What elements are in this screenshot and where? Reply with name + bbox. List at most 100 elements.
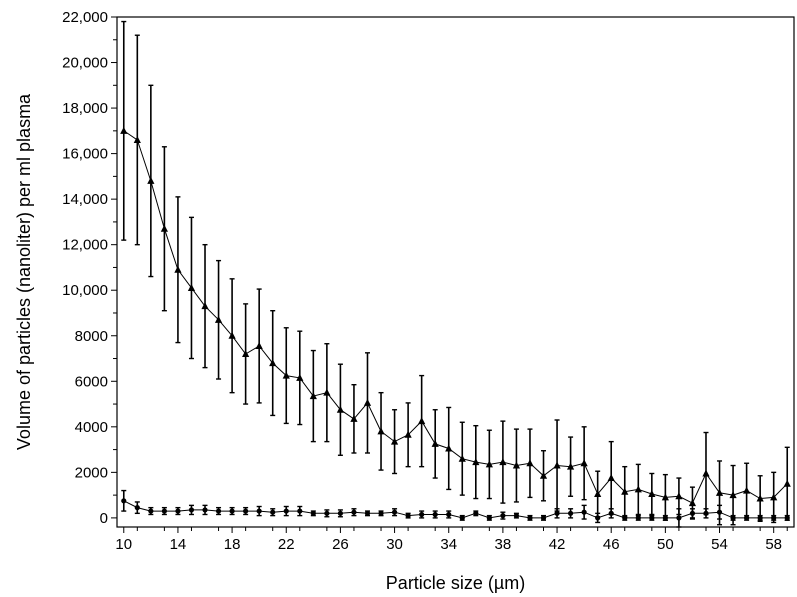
data-point bbox=[702, 469, 710, 477]
data-point bbox=[661, 493, 669, 501]
x-tick-label: 18 bbox=[224, 536, 241, 553]
data-point bbox=[418, 417, 426, 425]
data-point bbox=[512, 461, 521, 469]
data-point bbox=[405, 513, 411, 519]
data-point bbox=[526, 459, 534, 467]
x-tick-label: 54 bbox=[711, 536, 728, 553]
y-tick-label: 16,000 bbox=[62, 146, 108, 163]
data-point bbox=[309, 392, 317, 400]
data-point bbox=[336, 405, 345, 413]
data-point bbox=[553, 461, 561, 469]
data-point bbox=[391, 509, 398, 515]
data-point bbox=[688, 499, 697, 507]
data-point bbox=[784, 515, 790, 521]
data-point bbox=[296, 373, 304, 381]
x-tick-label: 10 bbox=[115, 536, 132, 553]
data-point bbox=[527, 515, 533, 521]
data-point bbox=[148, 508, 154, 514]
data-point bbox=[243, 508, 249, 514]
data-point bbox=[621, 487, 629, 495]
data-point bbox=[473, 510, 479, 516]
data-point bbox=[756, 494, 764, 502]
data-point bbox=[255, 341, 263, 349]
data-point bbox=[743, 486, 751, 494]
data-point bbox=[160, 224, 168, 232]
data-point bbox=[580, 459, 588, 467]
data-point bbox=[363, 398, 372, 406]
series-1 bbox=[120, 20, 791, 526]
plot-frame bbox=[116, 16, 795, 528]
data-point bbox=[567, 510, 574, 516]
y-tick-label: 22,000 bbox=[62, 9, 108, 26]
y-axis-title: Volume of particles (nanoliter) per ml p… bbox=[14, 93, 34, 450]
series-layer bbox=[120, 20, 791, 528]
data-point bbox=[120, 126, 128, 134]
data-point bbox=[486, 515, 492, 521]
data-point bbox=[147, 176, 155, 184]
data-point bbox=[649, 515, 655, 521]
data-point bbox=[634, 485, 642, 493]
data-point bbox=[270, 509, 276, 515]
x-tick-label: 22 bbox=[278, 536, 295, 553]
data-point bbox=[175, 508, 181, 514]
data-point bbox=[324, 510, 330, 516]
y-axis: 0 2000 4000 6000 8000 10,000 12,000 14,000 16,00… bbox=[62, 9, 117, 527]
series-line bbox=[123, 500, 788, 519]
data-point bbox=[282, 371, 290, 379]
data-point bbox=[472, 458, 480, 466]
data-point bbox=[459, 515, 465, 521]
data-point bbox=[121, 498, 127, 504]
data-point bbox=[662, 515, 668, 521]
data-point bbox=[378, 510, 384, 516]
data-point bbox=[297, 508, 303, 514]
data-point bbox=[771, 515, 777, 521]
data-point bbox=[404, 430, 412, 438]
data-point bbox=[419, 511, 425, 518]
data-point bbox=[716, 509, 723, 515]
data-point bbox=[351, 509, 357, 515]
data-point bbox=[622, 515, 628, 521]
x-tick-label: 58 bbox=[765, 536, 782, 553]
data-point bbox=[187, 283, 196, 291]
data-point bbox=[607, 474, 615, 482]
data-point bbox=[485, 460, 493, 468]
data-point bbox=[283, 508, 289, 514]
data-point bbox=[390, 437, 399, 445]
data-point bbox=[215, 508, 222, 514]
data-point bbox=[188, 507, 195, 513]
y-tick-label: 10,000 bbox=[62, 282, 108, 299]
data-point bbox=[229, 508, 235, 514]
data-point bbox=[595, 515, 601, 521]
y-tick-label: 12,000 bbox=[62, 237, 108, 254]
y-tick-label: 14,000 bbox=[62, 191, 108, 208]
data-point bbox=[228, 331, 236, 339]
data-point bbox=[581, 509, 587, 515]
data-point bbox=[703, 510, 709, 516]
data-point bbox=[783, 479, 791, 487]
x-axis: 10 14 18 22 26 30 34 38 42 46 50 54 58 bbox=[115, 527, 788, 553]
data-point bbox=[539, 471, 548, 479]
x-tick-label: 26 bbox=[332, 536, 349, 553]
data-point bbox=[432, 511, 438, 518]
data-point bbox=[431, 439, 439, 447]
data-point bbox=[648, 489, 656, 497]
data-point bbox=[566, 462, 575, 470]
data-point bbox=[744, 515, 750, 521]
data-point bbox=[770, 493, 778, 501]
y-tick-label: 0 bbox=[100, 510, 108, 527]
x-tick-label: 50 bbox=[657, 536, 674, 553]
data-point bbox=[689, 510, 696, 516]
data-point bbox=[757, 515, 763, 521]
data-point bbox=[214, 315, 223, 323]
data-point bbox=[676, 515, 682, 521]
data-point bbox=[377, 427, 385, 435]
y-tick-label: 18,000 bbox=[62, 100, 108, 117]
data-point bbox=[499, 458, 507, 466]
x-tick-label: 46 bbox=[603, 536, 620, 553]
series-2 bbox=[121, 489, 790, 528]
data-point bbox=[445, 444, 453, 452]
data-point bbox=[715, 488, 724, 496]
data-point bbox=[608, 510, 614, 516]
data-point bbox=[594, 489, 602, 497]
data-point bbox=[635, 515, 641, 521]
